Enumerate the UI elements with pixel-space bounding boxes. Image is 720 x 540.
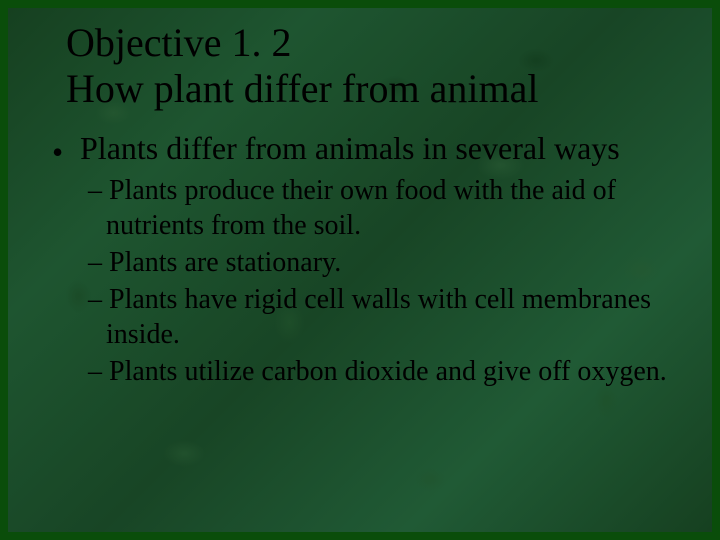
body-block: • Plants differ from animals in several … <box>52 130 682 391</box>
bullet-text: Plants differ from animals in several wa… <box>80 130 620 167</box>
title-block: Objective 1. 2 How plant differ from ani… <box>66 20 682 112</box>
bullet-row: • Plants differ from animals in several … <box>52 130 682 171</box>
title-line-1: Objective 1. 2 <box>66 20 682 66</box>
sub-item: – Plants have rigid cell walls with cell… <box>88 282 682 352</box>
sub-item: – Plants produce their own food with the… <box>88 173 682 243</box>
sub-item: – Plants utilize carbon dioxide and give… <box>88 354 682 389</box>
sub-item: – Plants are stationary. <box>88 245 682 280</box>
title-line-2: How plant differ from animal <box>66 66 682 112</box>
sub-item-text: – Plants produce their own food with the… <box>88 175 616 241</box>
sub-list: – Plants produce their own food with the… <box>88 173 682 389</box>
sub-item-text: – Plants have rigid cell walls with cell… <box>88 284 651 350</box>
sub-item-text: – Plants are stationary. <box>88 247 341 278</box>
slide: Objective 1. 2 How plant differ from ani… <box>0 0 720 540</box>
sub-item-text: – Plants utilize carbon dioxide and give… <box>88 356 667 387</box>
bullet-marker: • <box>52 130 80 171</box>
